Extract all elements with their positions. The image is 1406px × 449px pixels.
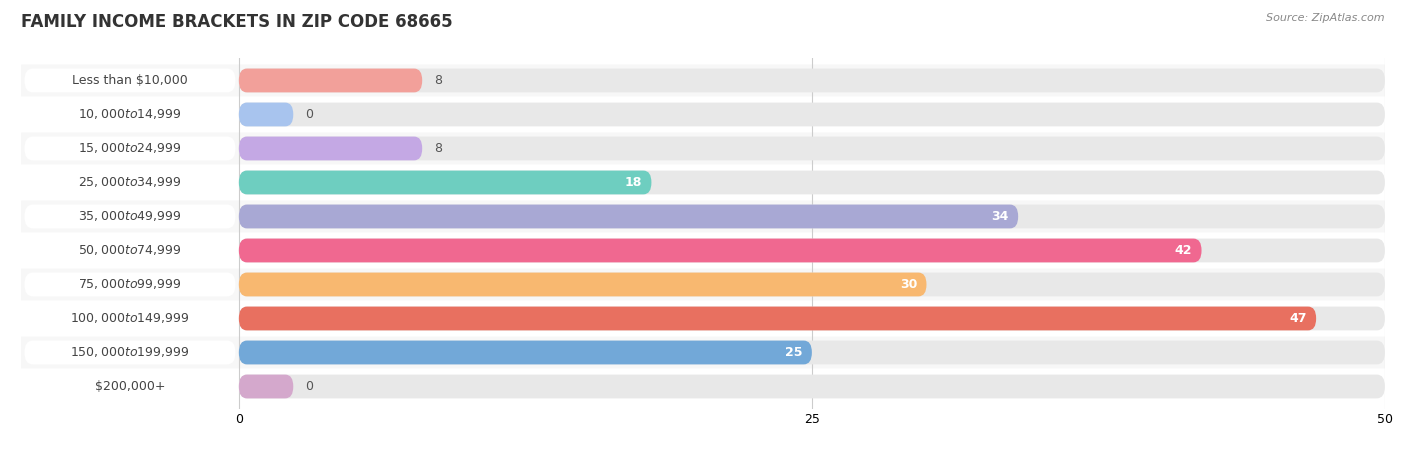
Text: 47: 47 bbox=[1289, 312, 1308, 325]
FancyBboxPatch shape bbox=[239, 238, 1202, 262]
FancyBboxPatch shape bbox=[24, 171, 235, 194]
FancyBboxPatch shape bbox=[239, 374, 294, 398]
FancyBboxPatch shape bbox=[239, 171, 651, 194]
FancyBboxPatch shape bbox=[21, 98, 1385, 131]
FancyBboxPatch shape bbox=[24, 374, 235, 398]
FancyBboxPatch shape bbox=[239, 205, 1385, 229]
FancyBboxPatch shape bbox=[24, 341, 235, 365]
FancyBboxPatch shape bbox=[239, 69, 1385, 92]
Text: 30: 30 bbox=[900, 278, 917, 291]
FancyBboxPatch shape bbox=[239, 136, 1385, 160]
Text: 34: 34 bbox=[991, 210, 1010, 223]
Text: FAMILY INCOME BRACKETS IN ZIP CODE 68665: FAMILY INCOME BRACKETS IN ZIP CODE 68665 bbox=[21, 13, 453, 31]
Text: $200,000+: $200,000+ bbox=[94, 380, 166, 393]
Text: $150,000 to $199,999: $150,000 to $199,999 bbox=[70, 345, 190, 360]
FancyBboxPatch shape bbox=[21, 234, 1385, 266]
Text: Less than $10,000: Less than $10,000 bbox=[72, 74, 188, 87]
FancyBboxPatch shape bbox=[239, 273, 927, 296]
FancyBboxPatch shape bbox=[239, 307, 1316, 330]
FancyBboxPatch shape bbox=[21, 132, 1385, 164]
FancyBboxPatch shape bbox=[21, 65, 1385, 97]
FancyBboxPatch shape bbox=[21, 201, 1385, 233]
Text: 25: 25 bbox=[785, 346, 803, 359]
Text: $10,000 to $14,999: $10,000 to $14,999 bbox=[79, 107, 181, 122]
FancyBboxPatch shape bbox=[239, 171, 1385, 194]
FancyBboxPatch shape bbox=[24, 205, 235, 229]
FancyBboxPatch shape bbox=[21, 167, 1385, 198]
FancyBboxPatch shape bbox=[239, 341, 1385, 365]
FancyBboxPatch shape bbox=[24, 69, 235, 92]
FancyBboxPatch shape bbox=[21, 303, 1385, 335]
Text: $15,000 to $24,999: $15,000 to $24,999 bbox=[79, 141, 181, 155]
FancyBboxPatch shape bbox=[239, 238, 1385, 262]
Text: 8: 8 bbox=[433, 74, 441, 87]
FancyBboxPatch shape bbox=[24, 136, 235, 160]
FancyBboxPatch shape bbox=[239, 374, 1385, 398]
FancyBboxPatch shape bbox=[239, 102, 294, 126]
Text: $75,000 to $99,999: $75,000 to $99,999 bbox=[79, 277, 181, 291]
FancyBboxPatch shape bbox=[239, 102, 1385, 126]
Text: 42: 42 bbox=[1175, 244, 1192, 257]
FancyBboxPatch shape bbox=[239, 136, 422, 160]
FancyBboxPatch shape bbox=[21, 269, 1385, 300]
Text: $35,000 to $49,999: $35,000 to $49,999 bbox=[79, 210, 181, 224]
FancyBboxPatch shape bbox=[21, 336, 1385, 369]
Text: 18: 18 bbox=[624, 176, 643, 189]
Text: 0: 0 bbox=[305, 108, 312, 121]
Text: $25,000 to $34,999: $25,000 to $34,999 bbox=[79, 176, 181, 189]
FancyBboxPatch shape bbox=[24, 238, 235, 262]
Text: Source: ZipAtlas.com: Source: ZipAtlas.com bbox=[1267, 13, 1385, 23]
Text: 8: 8 bbox=[433, 142, 441, 155]
FancyBboxPatch shape bbox=[239, 69, 422, 92]
FancyBboxPatch shape bbox=[239, 341, 811, 365]
Text: $50,000 to $74,999: $50,000 to $74,999 bbox=[79, 243, 181, 257]
FancyBboxPatch shape bbox=[24, 102, 235, 126]
FancyBboxPatch shape bbox=[239, 273, 1385, 296]
FancyBboxPatch shape bbox=[239, 205, 1018, 229]
Text: 0: 0 bbox=[305, 380, 312, 393]
FancyBboxPatch shape bbox=[24, 307, 235, 330]
FancyBboxPatch shape bbox=[24, 273, 235, 296]
Text: $100,000 to $149,999: $100,000 to $149,999 bbox=[70, 312, 190, 326]
FancyBboxPatch shape bbox=[239, 307, 1385, 330]
FancyBboxPatch shape bbox=[21, 370, 1385, 402]
